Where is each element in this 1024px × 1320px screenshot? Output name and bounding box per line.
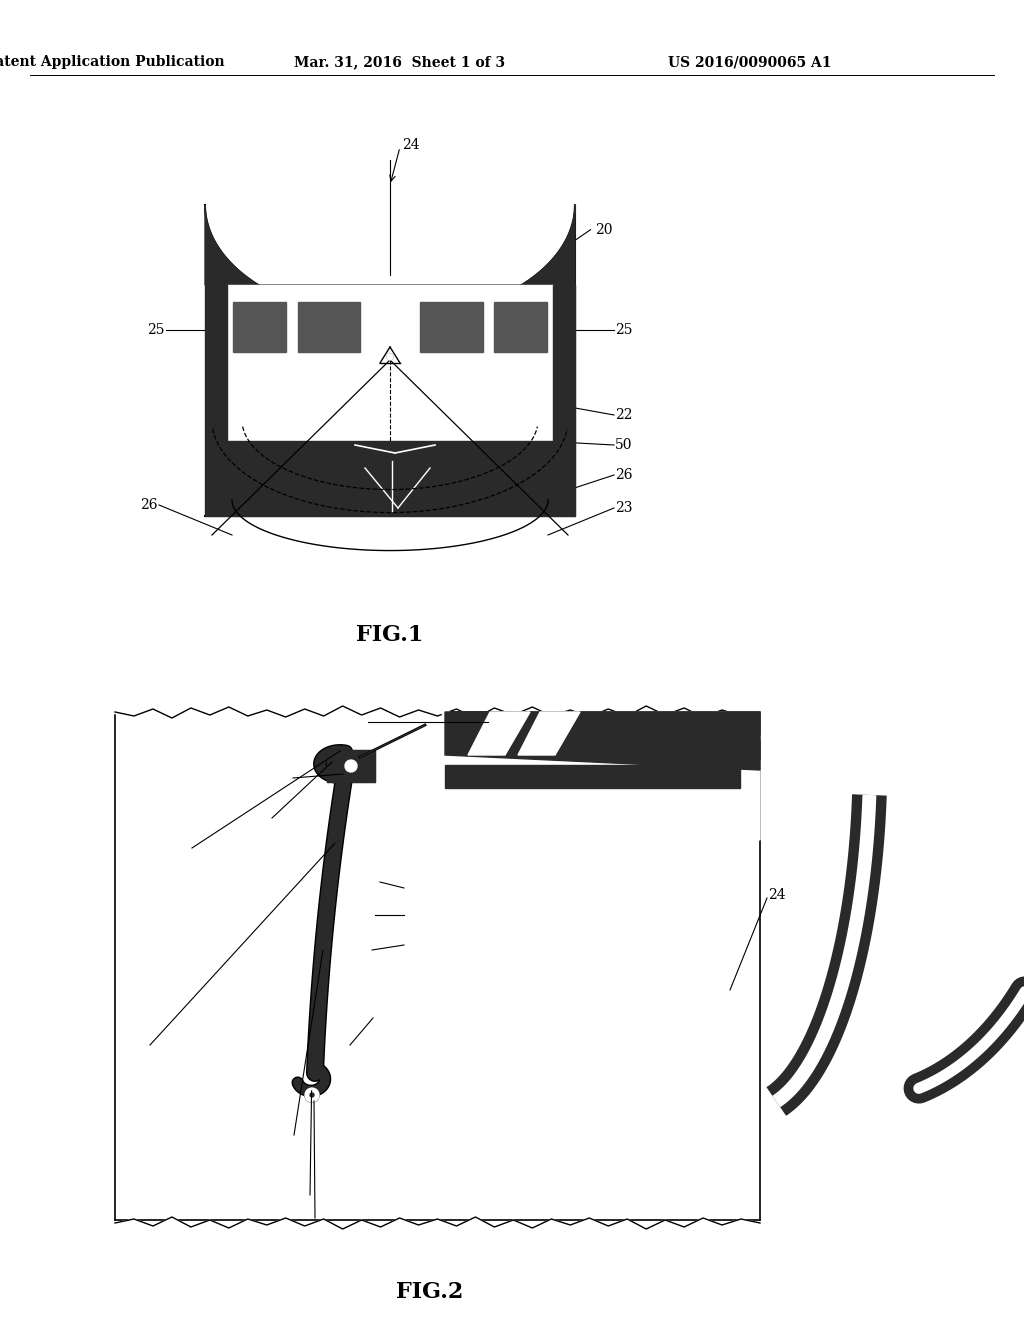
Text: 50: 50 — [615, 438, 633, 451]
Circle shape — [310, 1093, 314, 1097]
Text: 25: 25 — [615, 323, 633, 337]
Polygon shape — [115, 700, 760, 1236]
Text: 40: 40 — [130, 1038, 148, 1052]
Text: 28: 28 — [262, 1078, 280, 1092]
Text: US 2016/0090065 A1: US 2016/0090065 A1 — [669, 55, 831, 69]
Polygon shape — [445, 711, 760, 770]
Polygon shape — [494, 302, 547, 352]
Text: 38: 38 — [274, 1129, 292, 1142]
Polygon shape — [440, 711, 760, 840]
Polygon shape — [205, 205, 575, 516]
Polygon shape — [205, 455, 575, 516]
Circle shape — [305, 1088, 319, 1102]
Text: 24: 24 — [768, 888, 785, 902]
Circle shape — [387, 354, 393, 360]
Polygon shape — [445, 766, 740, 788]
Text: 26: 26 — [274, 771, 292, 785]
Circle shape — [345, 760, 357, 772]
Text: 22: 22 — [615, 408, 633, 422]
Polygon shape — [450, 711, 760, 735]
Text: 25: 25 — [147, 323, 165, 337]
Text: 36: 36 — [406, 908, 423, 921]
Text: 30: 30 — [172, 841, 190, 855]
Text: 28: 28 — [253, 810, 270, 825]
Text: FIG.1: FIG.1 — [356, 624, 424, 645]
Polygon shape — [420, 302, 482, 352]
Text: 26: 26 — [615, 469, 633, 482]
Text: 32: 32 — [406, 880, 423, 895]
Text: 24: 24 — [402, 139, 420, 152]
Polygon shape — [490, 741, 760, 760]
Text: Mar. 31, 2016  Sheet 1 of 3: Mar. 31, 2016 Sheet 1 of 3 — [295, 55, 506, 69]
Polygon shape — [518, 711, 580, 755]
Text: 34: 34 — [317, 1208, 335, 1222]
Polygon shape — [327, 750, 375, 781]
Polygon shape — [468, 711, 530, 755]
Polygon shape — [205, 285, 227, 455]
Text: 26: 26 — [406, 939, 423, 952]
Polygon shape — [205, 205, 575, 319]
Text: FIG.2: FIG.2 — [396, 1280, 464, 1303]
Polygon shape — [553, 285, 575, 455]
Polygon shape — [227, 441, 553, 455]
Text: 32: 32 — [355, 715, 373, 729]
Polygon shape — [115, 1217, 760, 1237]
Polygon shape — [227, 285, 553, 455]
Text: 20: 20 — [595, 223, 612, 238]
Text: 30: 30 — [312, 1185, 330, 1199]
Text: 26: 26 — [140, 498, 158, 512]
Polygon shape — [298, 302, 360, 352]
Text: 42: 42 — [375, 1008, 392, 1022]
Text: 23: 23 — [615, 502, 633, 515]
Polygon shape — [115, 698, 760, 718]
Polygon shape — [232, 302, 287, 352]
Text: Patent Application Publication: Patent Application Publication — [0, 55, 225, 69]
